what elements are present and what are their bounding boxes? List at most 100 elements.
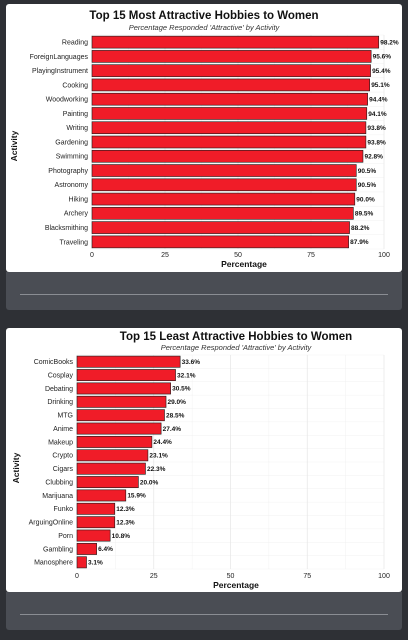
value-label: 90.5% [358, 168, 377, 175]
bar [91, 164, 357, 177]
x-tick-label: 75 [307, 252, 315, 259]
category-label: PlayingInstrument [32, 68, 88, 75]
category-label: Makeup [48, 439, 73, 446]
value-label: 95.4% [372, 68, 391, 75]
category-label: Woodworking [46, 97, 88, 104]
category-label: Blacksmithing [45, 225, 88, 232]
value-label: 93.8% [367, 125, 386, 132]
category-label: Hiking [69, 196, 89, 203]
value-label: 87.9% [350, 239, 369, 246]
value-label: 94.4% [369, 97, 388, 104]
category-label: Funko [54, 506, 74, 513]
value-label: 30.5% [172, 386, 191, 393]
x-tick-label: 100 [378, 252, 390, 259]
category-label: Gardening [55, 139, 88, 146]
category-label: Painting [63, 111, 88, 118]
bar [91, 149, 364, 163]
bar [91, 35, 380, 49]
value-label: 23.1% [149, 453, 168, 460]
bar [91, 78, 370, 92]
bar [76, 409, 165, 422]
category-label: Anime [53, 426, 73, 433]
bar [76, 529, 111, 542]
y-axis-label: Activity [11, 452, 21, 483]
category-label: Swimming [56, 154, 88, 161]
value-label: 12.3% [116, 506, 135, 513]
value-label: 10.8% [112, 533, 131, 540]
bar [91, 235, 349, 249]
category-label: ForeignLanguages [30, 54, 89, 61]
least-attractive-chart: Top 15 Least Attractive Hobbies to Women… [11, 331, 390, 590]
x-tick-label: 50 [227, 573, 235, 580]
x-tick-label: 0 [90, 252, 94, 259]
x-tick-label: 25 [161, 252, 169, 259]
value-label: 89.5% [355, 211, 374, 218]
chart-title: Top 15 Least Attractive Hobbies to Women [120, 331, 352, 343]
value-label: 88.2% [351, 225, 370, 232]
bar [91, 178, 357, 192]
x-axis-label: Percentage [213, 580, 259, 590]
value-label: 95.1% [371, 82, 390, 89]
value-label: 94.1% [368, 111, 387, 118]
x-tick-label: 100 [378, 573, 390, 580]
category-label: ArguingOnline [29, 520, 73, 527]
bar [76, 449, 149, 462]
value-label: 3.1% [88, 560, 103, 567]
category-label: Traveling [59, 239, 88, 246]
value-label: 12.3% [116, 519, 135, 526]
category-label: Porn [58, 533, 73, 540]
value-label: 29.0% [168, 399, 187, 406]
bar [76, 556, 87, 569]
bar [76, 436, 153, 448]
category-label: Archery [64, 211, 89, 218]
bar [76, 543, 97, 555]
bar [76, 382, 171, 395]
category-label: ComicBooks [34, 359, 74, 366]
category-label: Cosplay [48, 372, 74, 379]
bar [76, 476, 139, 488]
bar [76, 462, 146, 475]
category-label: Crypto [52, 453, 73, 460]
value-label: 90.5% [358, 182, 377, 189]
card-footer [6, 272, 402, 310]
x-tick-label: 25 [150, 573, 158, 580]
category-label: Photography [48, 168, 88, 175]
bar [91, 92, 368, 106]
card-footer [6, 592, 402, 630]
footer-divider [20, 614, 388, 615]
category-label: Cigars [53, 466, 74, 473]
bar [91, 135, 367, 149]
category-label: Astronomy [55, 182, 89, 189]
chart-subtitle: Percentage Responded 'Attractive' by Act… [129, 23, 281, 32]
least-attractive-chart-card: Top 15 Least Attractive Hobbies to Women… [6, 328, 402, 592]
bar [76, 355, 181, 368]
value-label: 32.1% [177, 372, 196, 379]
bar [76, 369, 176, 381]
value-label: 33.6% [182, 359, 201, 366]
footer-divider [20, 294, 388, 295]
category-label: Marijuana [42, 493, 73, 500]
bar [91, 121, 367, 135]
bar [91, 207, 354, 220]
bar [91, 221, 350, 234]
category-label: Gambling [43, 546, 73, 553]
x-tick-label: 0 [75, 573, 79, 580]
x-axis-label: Percentage [221, 259, 267, 269]
x-tick-label: 50 [234, 252, 242, 259]
value-label: 92.8% [364, 154, 383, 161]
value-label: 27.4% [163, 426, 182, 433]
value-label: 98.2% [380, 39, 399, 46]
category-label: MTG [57, 413, 73, 420]
bar [76, 516, 116, 529]
category-label: Debating [45, 386, 73, 393]
bar [76, 422, 162, 435]
value-label: 28.5% [166, 412, 185, 419]
x-tick-label: 75 [303, 573, 311, 580]
category-label: Reading [62, 40, 88, 47]
value-label: 22.3% [147, 466, 166, 473]
bar [91, 50, 372, 63]
chart-title: Top 15 Most Attractive Hobbies to Women [89, 10, 318, 22]
category-label: Writing [66, 125, 88, 132]
value-label: 20.0% [140, 479, 159, 486]
value-label: 93.8% [367, 139, 386, 146]
